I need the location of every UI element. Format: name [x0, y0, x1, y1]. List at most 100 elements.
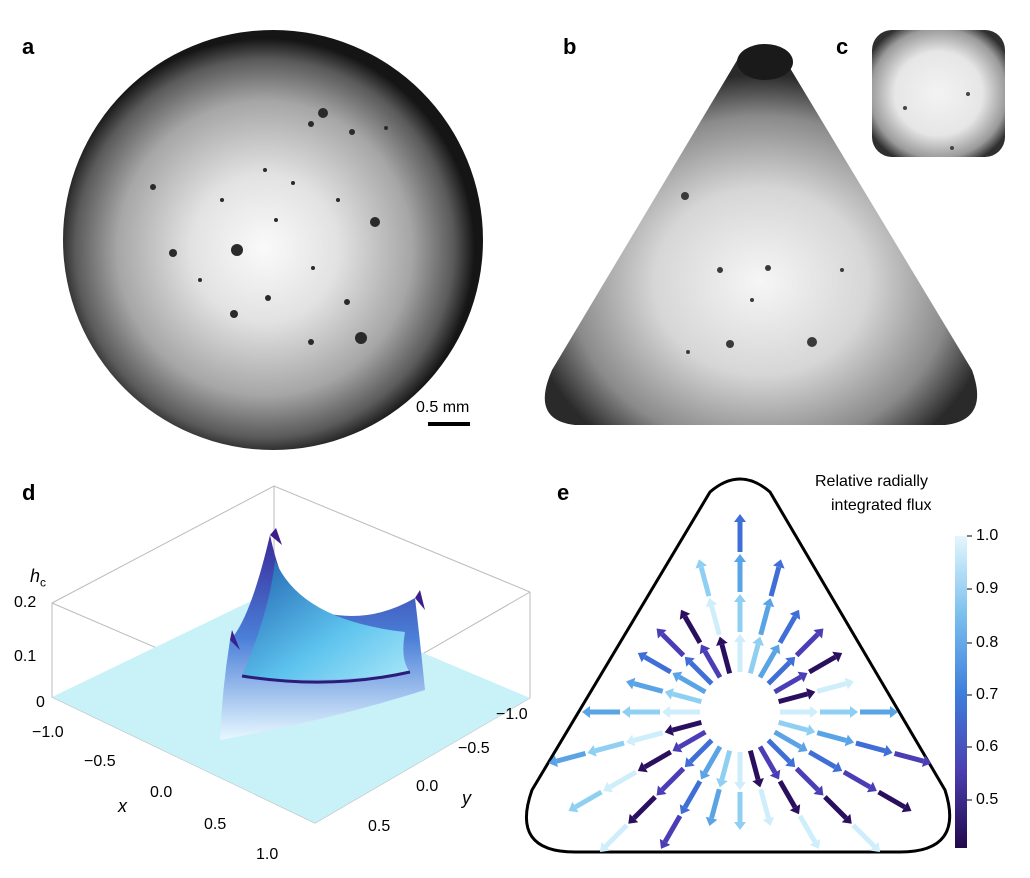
- flux-arrow-shaft: [603, 823, 629, 849]
- flux-arrow-head: [752, 636, 764, 646]
- flux-arrow-head: [734, 554, 746, 562]
- flux-arrow-head: [582, 706, 590, 718]
- flux-arrow-head: [734, 822, 746, 830]
- flux-arrow-head: [672, 671, 683, 683]
- flux-arrow-shaft: [757, 745, 778, 774]
- colorbar-title-line1: Relative radially: [815, 473, 928, 490]
- flux-arrow-shaft: [816, 681, 847, 694]
- z-tick: 0: [36, 694, 45, 711]
- flux-arrow-head: [679, 804, 691, 815]
- panel-label-a: a: [22, 34, 35, 59]
- flux-arrow-shaft: [719, 643, 733, 675]
- panel-d-surface-plot: [51, 485, 531, 824]
- y-tick: 0.5: [368, 818, 391, 835]
- flux-arrow-head: [626, 677, 636, 690]
- flux-arrow-head: [813, 785, 824, 796]
- flux-arrow-head: [716, 636, 728, 646]
- flux-arrow-shaft: [808, 749, 837, 770]
- flux-arrow-head: [866, 781, 877, 793]
- flux-arrow-head: [841, 813, 852, 824]
- panel-label-b: b: [563, 34, 577, 59]
- flux-arrow-shaft: [709, 788, 722, 819]
- flux-arrow-head: [769, 644, 781, 655]
- flux-arrow-shaft: [893, 750, 925, 764]
- particle-dots: [681, 192, 844, 354]
- flux-arrow-head: [699, 644, 711, 655]
- flux-arrow-head: [844, 734, 854, 747]
- flux-arrow-head: [850, 706, 858, 718]
- flux-arrow-head: [626, 734, 636, 747]
- flux-arrow-head: [664, 688, 674, 700]
- colorbar-tick: 0.6: [976, 738, 999, 755]
- flux-arrow-shaft: [662, 814, 683, 844]
- flux-arrow-shaft: [719, 749, 733, 781]
- flux-arrow-head: [705, 816, 718, 826]
- y-tick: −0.5: [458, 740, 490, 757]
- z-axis-label: hc: [30, 566, 47, 590]
- panel-label-d: d: [22, 480, 36, 505]
- flux-arrow-head: [684, 656, 695, 667]
- flux-arrow-head: [734, 634, 746, 642]
- y-tick: −1.0: [496, 706, 528, 723]
- flux-arrow-head: [637, 761, 648, 773]
- flux-arrow-head: [548, 755, 559, 767]
- flux-arrow-shaft: [643, 654, 672, 675]
- flux-arrow-head: [832, 761, 843, 773]
- flux-arrow-shaft: [671, 691, 703, 705]
- flux-arrow-head: [785, 656, 796, 667]
- flux-arrow-shaft: [855, 740, 886, 754]
- flux-arrow-shaft: [678, 729, 707, 750]
- flux-arrow-shaft: [777, 615, 798, 644]
- x-tick: 0.5: [204, 816, 227, 833]
- flux-arrow-head: [684, 757, 695, 768]
- colorbar: [955, 536, 967, 848]
- flux-arrow-shaft: [702, 650, 723, 679]
- flux-arrow-shaft: [702, 745, 723, 774]
- flux-arrow-shaft: [777, 691, 809, 705]
- flux-arrow-head: [628, 813, 639, 824]
- panel-a-droplet-image: [63, 30, 483, 450]
- panel-b-droplet-image: [544, 44, 978, 426]
- flux-arrow-head: [773, 559, 785, 569]
- flux-arrow-shaft: [773, 674, 802, 695]
- colorbar-tick: 0.7: [976, 686, 999, 703]
- flux-arrow-shaft: [660, 632, 686, 658]
- x-tick: 0.0: [150, 784, 173, 801]
- flux-arrow-shaft: [766, 738, 792, 764]
- flux-arrow-shaft: [608, 769, 638, 790]
- flux-arrow-head: [789, 804, 801, 815]
- flux-arrow-head: [813, 628, 824, 639]
- flux-arrow-head: [809, 838, 821, 849]
- flux-arrow-shaft: [842, 769, 872, 790]
- scale-bar-label: 0.5 mm: [416, 399, 470, 416]
- x-tick: −1.0: [32, 724, 64, 741]
- flux-arrow-shaft: [682, 615, 703, 644]
- flux-arrow-head: [844, 677, 854, 690]
- flux-arrow-shaft: [768, 566, 782, 597]
- flux-arrow-head: [734, 594, 746, 602]
- colorbar-tick: 1.0: [976, 527, 999, 544]
- flux-arrow-shaft: [808, 654, 837, 675]
- panel-c-droplet-image: [872, 30, 1005, 157]
- flux-arrow-head: [921, 755, 932, 767]
- flux-arrow-head: [797, 671, 808, 683]
- flux-arrow-shaft: [682, 780, 703, 809]
- panel-label-c: c: [836, 34, 849, 59]
- colorbar-tick: 0.9: [976, 580, 999, 597]
- flux-arrow-head: [890, 706, 898, 718]
- flux-arrow-head: [637, 651, 648, 663]
- scale-bar: [428, 422, 470, 426]
- flux-arrow-shaft: [709, 605, 722, 636]
- flux-arrow-shaft: [678, 674, 707, 695]
- flux-arrow-shaft: [758, 605, 771, 636]
- x-tick: 1.0: [256, 846, 279, 863]
- flux-arrow-shaft: [877, 789, 906, 810]
- colorbar-title-line2: integrated flux: [831, 497, 932, 514]
- z-tick: 0.2: [14, 594, 37, 611]
- flux-arrow-shaft: [794, 632, 820, 658]
- y-tick: 0.0: [416, 778, 439, 795]
- flux-arrow-head: [762, 598, 775, 608]
- flux-arrow-shaft: [823, 795, 848, 820]
- flux-arrow-head: [662, 706, 670, 718]
